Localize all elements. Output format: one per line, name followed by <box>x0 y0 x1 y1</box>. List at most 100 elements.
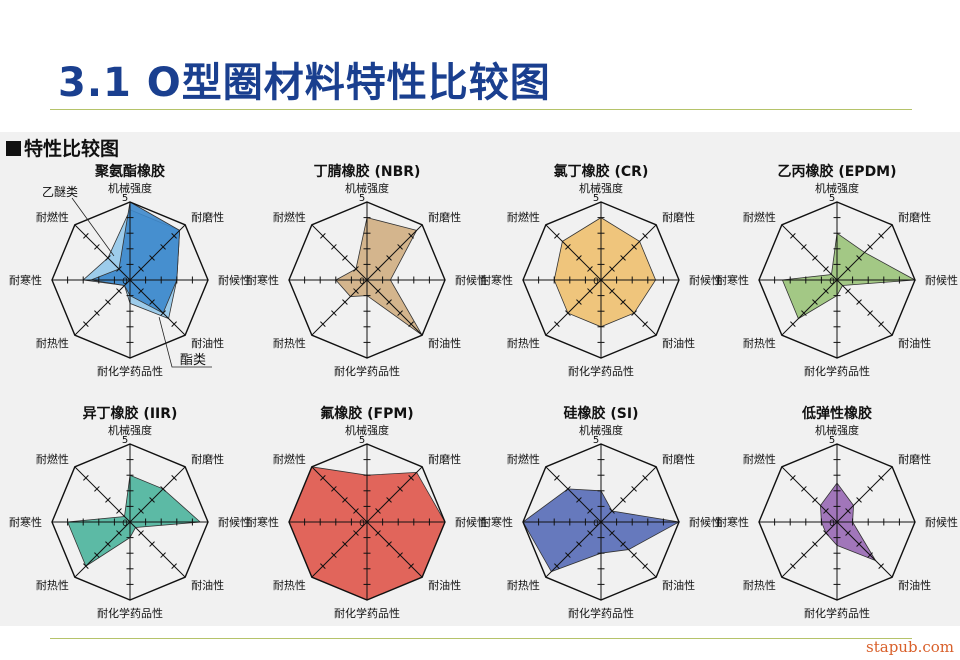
radar-area-3-1 <box>553 217 657 328</box>
radar-tick <box>867 310 873 316</box>
radar-spoke <box>600 521 657 578</box>
scale-max-label: 5 <box>359 193 365 204</box>
radar-tick <box>878 563 884 569</box>
scale-zero-label: 0 <box>122 519 128 529</box>
radar-tick <box>554 233 560 239</box>
radar-spoke <box>129 224 186 281</box>
radar-tick <box>631 244 637 250</box>
radar-spoke <box>781 466 838 523</box>
radar-tick <box>856 497 862 503</box>
radar-tick <box>565 486 571 492</box>
radar-tick <box>812 255 818 261</box>
axis-label: 耐燃性 <box>273 210 306 224</box>
radar-tick <box>149 541 155 547</box>
scale-max-label: 5 <box>122 193 128 204</box>
radar-tick <box>386 299 392 305</box>
radar-spoke <box>545 466 602 523</box>
radar-area-4-1 <box>781 232 917 320</box>
radar-tick <box>642 563 648 569</box>
axis-label: 耐化学药品性 <box>97 606 163 620</box>
radar-tick <box>823 530 829 536</box>
radar-tick <box>642 233 648 239</box>
radar-tick <box>149 299 155 305</box>
axis-label: 耐燃性 <box>507 210 540 224</box>
radar-tick <box>171 321 177 327</box>
radar-tick <box>801 310 807 316</box>
radar-tick <box>105 255 111 261</box>
radar-tick <box>397 486 403 492</box>
radar-tick <box>554 475 560 481</box>
radar-tick <box>845 508 851 514</box>
axis-label: 机械强度 <box>815 423 859 437</box>
radar-tick <box>320 233 326 239</box>
axis-label: 耐化学药品性 <box>97 364 163 378</box>
radar-tick <box>105 541 111 547</box>
radar-spoke <box>129 279 186 336</box>
radar-tick <box>565 552 571 558</box>
radar-tick <box>375 508 381 514</box>
radar-tick <box>823 508 829 514</box>
scale-zero-label: 0 <box>122 277 128 287</box>
scale-zero-label: 0 <box>829 519 835 529</box>
radar-spoke <box>74 279 131 336</box>
axis-label: 机械强度 <box>108 423 152 437</box>
callout-line-ester <box>158 316 212 368</box>
radar-spoke <box>545 521 602 578</box>
axis-label: 耐寒性 <box>716 273 749 287</box>
axis-label: 耐寒性 <box>480 273 513 287</box>
radar-tick <box>631 552 637 558</box>
radar-tick <box>790 321 796 327</box>
radar-spoke <box>366 466 423 523</box>
scale-max-label: 5 <box>829 435 835 446</box>
axis-label: 耐寒性 <box>9 515 42 529</box>
radar-tick <box>83 321 89 327</box>
radar-tick <box>631 486 637 492</box>
radar-tick <box>171 563 177 569</box>
axis-label: 耐油性 <box>898 578 931 592</box>
axis-label: 耐燃性 <box>743 210 776 224</box>
axis-label: 耐燃性 <box>507 452 540 466</box>
radar-tick <box>375 266 381 272</box>
chart-title: 丁腈橡胶 (NBR) <box>314 163 421 180</box>
radar-tick <box>609 288 615 294</box>
radar-tick <box>790 563 796 569</box>
radar-tick <box>576 541 582 547</box>
scale-max-label: 5 <box>122 435 128 446</box>
axis-label: 耐寒性 <box>246 273 279 287</box>
axis-label: 耐候性 <box>455 515 488 529</box>
radar-tick <box>94 552 100 558</box>
axis-label: 耐热性 <box>743 578 776 592</box>
scale-zero-label: 0 <box>593 277 599 287</box>
radar-tick <box>386 541 392 547</box>
axis-label: 耐寒性 <box>9 273 42 287</box>
axis-label: 耐候性 <box>218 515 251 529</box>
axis-label: 耐燃性 <box>36 452 69 466</box>
axis-label: 耐化学药品性 <box>804 606 870 620</box>
radar-tick <box>342 497 348 503</box>
radar-tick <box>83 475 89 481</box>
radar-charts-canvas: 50机械强度耐磨性耐候性耐油性耐化学药品性耐热性耐寒性耐燃性聚氨酯橡胶50机械强… <box>9 163 958 620</box>
radar-tick <box>867 486 873 492</box>
radar-spoke <box>129 466 186 523</box>
axis-label: 耐热性 <box>36 336 69 350</box>
radar-tick <box>856 541 862 547</box>
axis-label: 耐热性 <box>507 336 540 350</box>
radar-spoke <box>781 224 838 281</box>
radar-tick <box>342 541 348 547</box>
radar-tick <box>554 321 560 327</box>
axis-label: 机械强度 <box>345 423 389 437</box>
axis-label: 耐化学药品性 <box>334 606 400 620</box>
radar-spoke <box>74 521 131 578</box>
radar-spoke <box>600 224 657 281</box>
radar-tick <box>331 244 337 250</box>
panel-heading-text: 特性比较图 <box>24 138 120 160</box>
radar-tick <box>823 266 829 272</box>
chart-title: 氟橡胶 (FPM) <box>320 405 413 422</box>
radar-tick <box>801 244 807 250</box>
radar-tick <box>116 266 122 272</box>
axis-label: 机械强度 <box>108 181 152 195</box>
axis-label: 耐油性 <box>191 336 224 350</box>
axis-label: 耐燃性 <box>36 210 69 224</box>
